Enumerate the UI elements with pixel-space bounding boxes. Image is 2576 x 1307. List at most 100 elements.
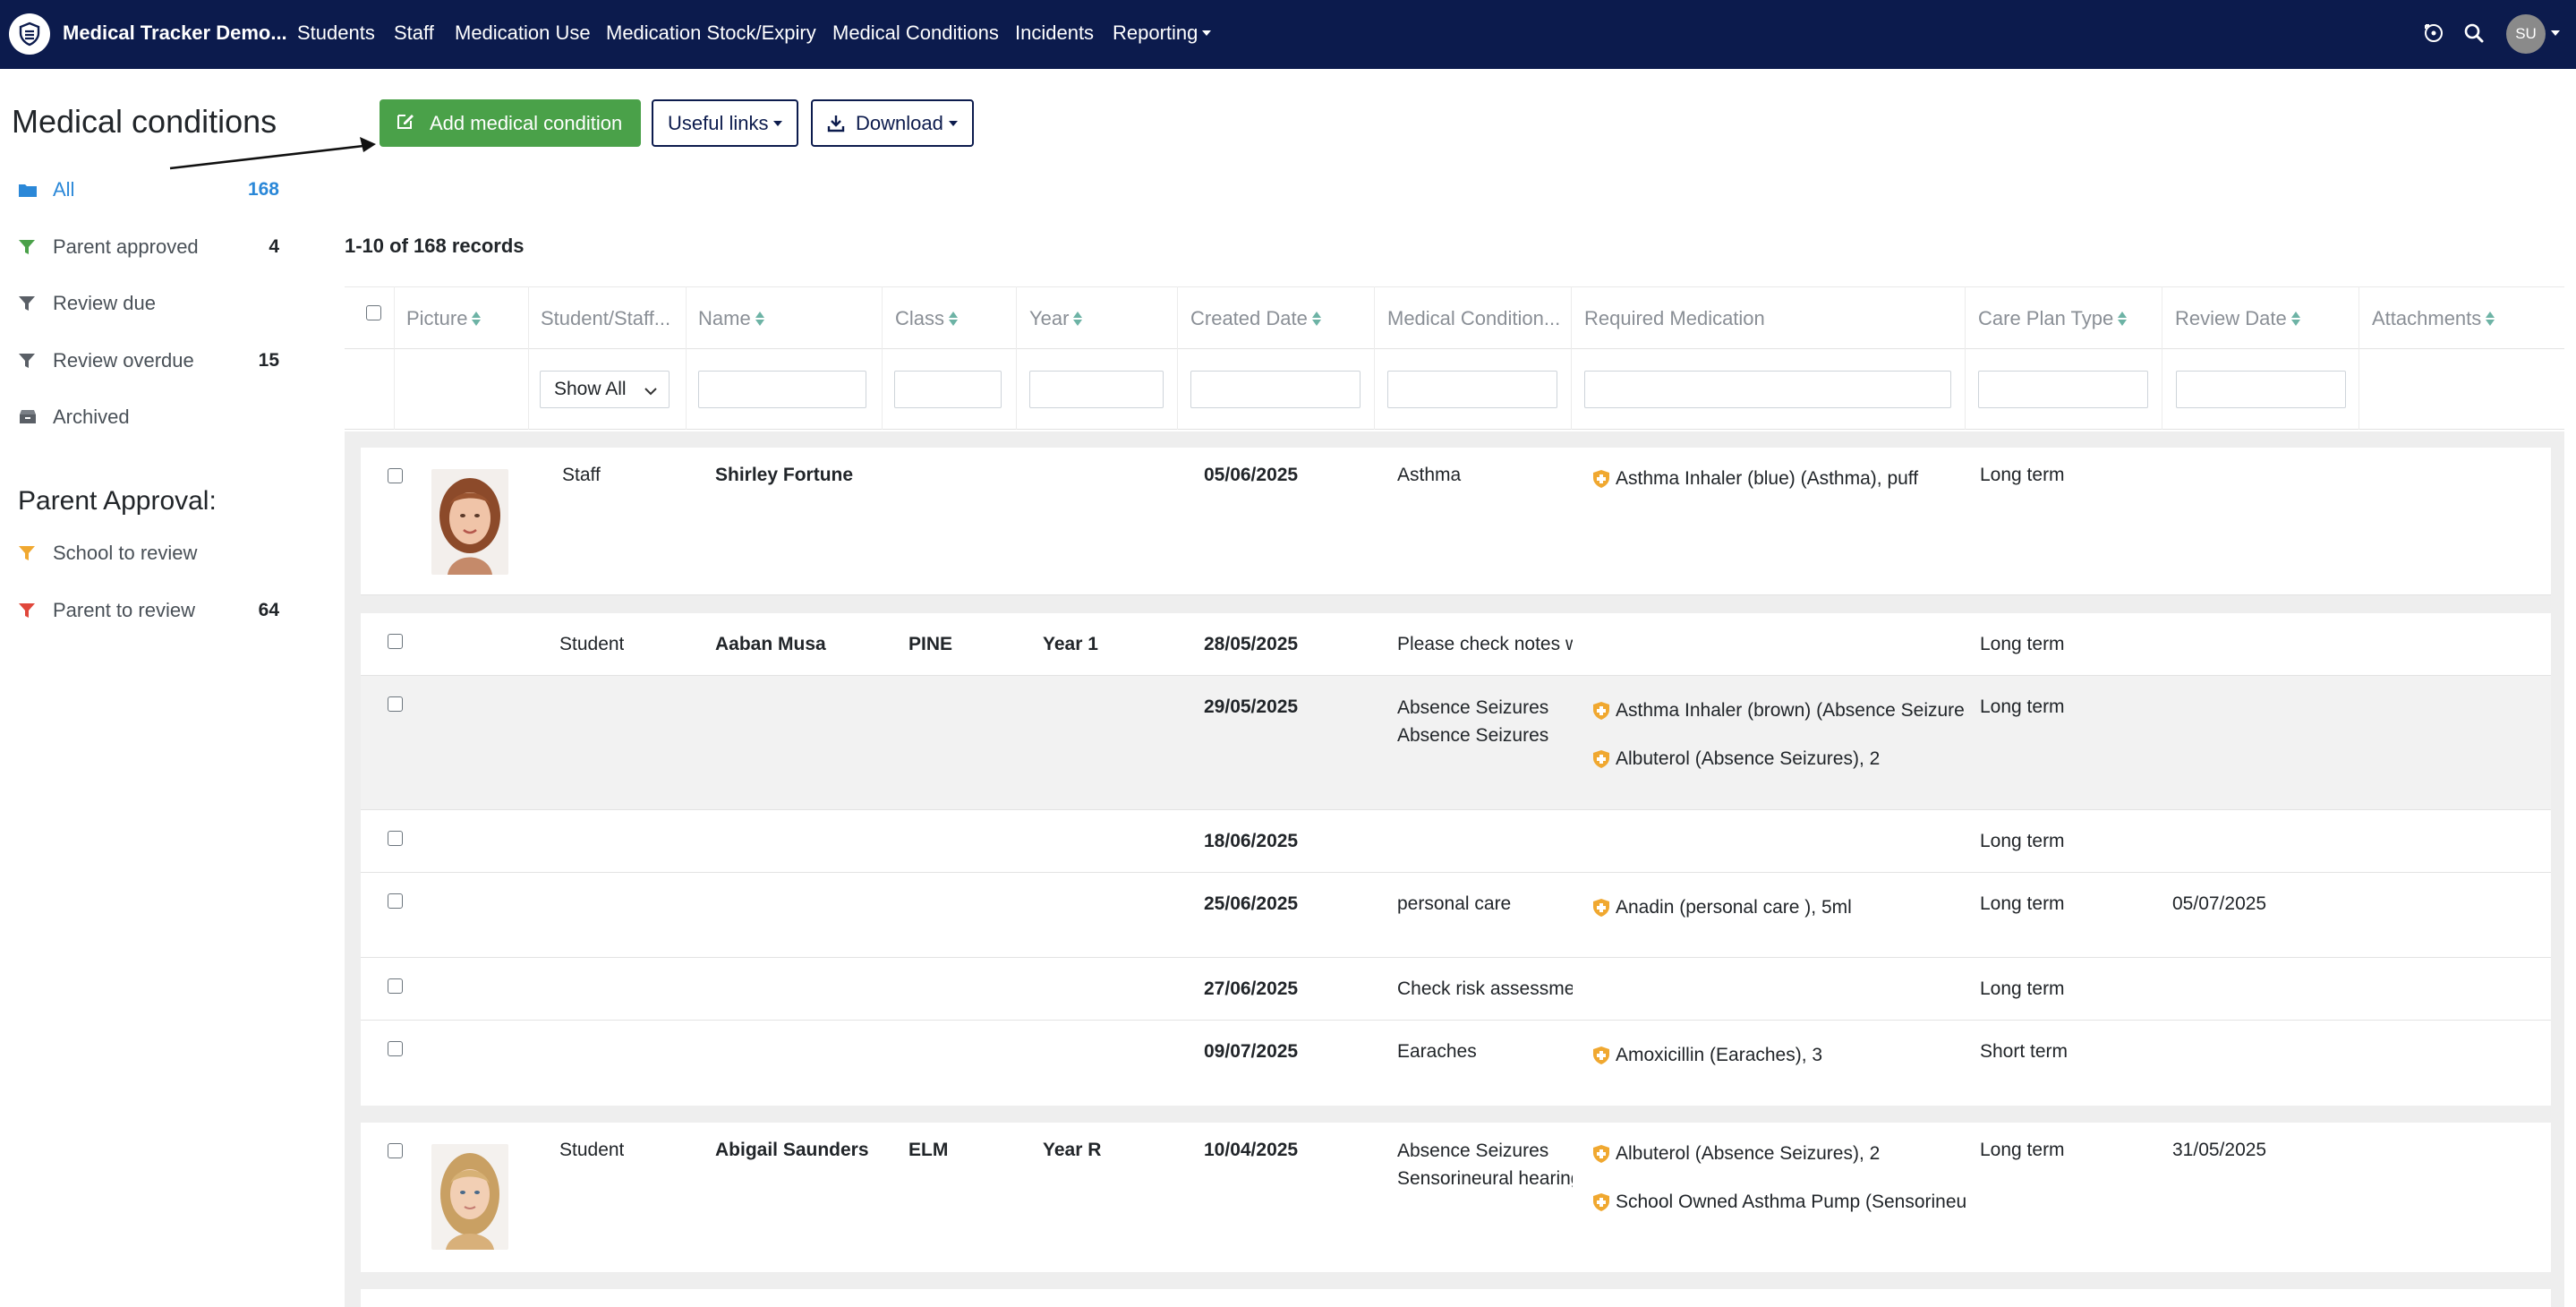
brand-name[interactable]: Medical Tracker Demo... bbox=[63, 21, 287, 44]
medication-filter-input[interactable] bbox=[1584, 371, 1951, 408]
column-divider bbox=[882, 286, 883, 430]
sort-icon bbox=[755, 311, 764, 327]
shield-icon bbox=[1592, 1192, 1616, 1212]
created-date-filter-input[interactable] bbox=[1190, 371, 1361, 408]
search-icon[interactable] bbox=[2460, 18, 2488, 48]
table-row[interactable]: 27/06/2025 Check risk assessme Long term bbox=[361, 958, 2551, 1021]
class-filter-input[interactable] bbox=[894, 371, 1002, 408]
chevron-down-icon bbox=[1202, 30, 1212, 36]
row-checkbox[interactable] bbox=[388, 978, 403, 994]
table-row[interactable]: Student Aaban Musa PINE Year 1 28/05/202… bbox=[361, 613, 2551, 676]
add-medical-condition-button[interactable]: Add medical condition bbox=[380, 99, 641, 147]
review-date-cell: 05/07/2025 bbox=[2172, 893, 2267, 914]
name-cell[interactable]: Abigail Saunders bbox=[715, 1140, 869, 1160]
care-plan-cell: Long term bbox=[1980, 1140, 2065, 1160]
table-row[interactable]: Student Abigail Saunders ELM Year R 10/0… bbox=[361, 1123, 2551, 1272]
table-row[interactable]: 09/07/2025 Earaches Amoxicillin (Earache… bbox=[361, 1021, 2551, 1106]
user-avatar[interactable]: SU bbox=[2506, 14, 2546, 54]
column-picture[interactable]: Picture bbox=[406, 307, 482, 330]
nav-reporting-label: Reporting bbox=[1113, 21, 1198, 44]
row-checkbox[interactable] bbox=[388, 893, 403, 909]
user-menu-chevron-icon[interactable] bbox=[2551, 30, 2560, 36]
column-divider bbox=[394, 286, 395, 430]
condition-cell: Absence Seizures Sensorineural hearing bbox=[1397, 1140, 1573, 1189]
parent-approval-heading: Parent Approval: bbox=[18, 486, 217, 516]
created-date-cell: 29/05/2025 bbox=[1204, 696, 1299, 717]
condition-filter-input[interactable] bbox=[1387, 371, 1557, 408]
table-row[interactable]: 29/05/2025 Absence Seizures Absence Seiz… bbox=[361, 676, 2551, 810]
column-review-date[interactable]: Review Date bbox=[2175, 307, 2300, 330]
filter-parent-approved[interactable]: Parent approved 4 bbox=[18, 229, 279, 265]
type-filter-select[interactable]: Show All bbox=[540, 371, 670, 408]
name-cell[interactable]: Shirley Fortune bbox=[715, 465, 854, 485]
row-checkbox[interactable] bbox=[388, 1143, 403, 1158]
filter-review-overdue[interactable]: Review overdue 15 bbox=[18, 343, 279, 379]
funnel-icon bbox=[18, 352, 41, 370]
nav-medication-stock-expiry[interactable]: Medication Stock/Expiry bbox=[606, 21, 816, 44]
filter-school-to-review[interactable]: School to review bbox=[18, 535, 279, 571]
medication-cell: Anadin (personal care ), 5ml bbox=[1592, 894, 1968, 943]
medication-cell: Asthma Inhaler (brown) (Absence Seizure … bbox=[1592, 697, 1968, 794]
name-cell[interactable]: Aaban Musa bbox=[715, 634, 826, 654]
nav-incidents[interactable]: Incidents bbox=[1015, 21, 1095, 44]
column-name[interactable]: Name bbox=[698, 307, 764, 330]
shield-icon bbox=[1592, 1144, 1616, 1164]
column-year[interactable]: Year bbox=[1029, 307, 1083, 330]
record-group: Student Abigail Saunders ELM Year R 10/0… bbox=[361, 1123, 2551, 1272]
filter-archived-label: Archived bbox=[53, 406, 130, 428]
filter-parent-to-review[interactable]: Parent to review 64 bbox=[18, 593, 279, 628]
record-group: Student Aaban Musa PINE Year 1 28/05/202… bbox=[361, 613, 2551, 1106]
folder-icon bbox=[18, 182, 41, 198]
edit-icon bbox=[396, 111, 415, 136]
filter-archived[interactable]: Archived bbox=[18, 399, 279, 435]
column-care-plan-type[interactable]: Care Plan Type bbox=[1978, 307, 2128, 330]
created-date-cell: 18/06/2025 bbox=[1204, 831, 1299, 851]
table-row[interactable]: 18/06/2025 Long term bbox=[361, 810, 2551, 873]
filter-all[interactable]: All 168 bbox=[18, 172, 279, 208]
download-button[interactable]: Download bbox=[811, 99, 974, 147]
row-checkbox[interactable] bbox=[388, 468, 403, 483]
nav-medication-use[interactable]: Medication Use bbox=[455, 21, 591, 44]
created-date-cell: 27/06/2025 bbox=[1204, 978, 1299, 999]
column-class[interactable]: Class bbox=[895, 307, 959, 330]
help-icon[interactable] bbox=[2419, 18, 2448, 48]
funnel-icon bbox=[18, 544, 41, 562]
created-date-cell: 25/06/2025 bbox=[1204, 893, 1299, 914]
year-filter-input[interactable] bbox=[1029, 371, 1164, 408]
chevron-down-icon bbox=[948, 120, 958, 126]
care-plan-cell: Long term bbox=[1980, 696, 2065, 717]
column-student-staff[interactable]: Student/Staff... bbox=[541, 307, 671, 329]
filter-review-due[interactable]: Review due bbox=[18, 286, 279, 321]
useful-links-label: Useful links bbox=[668, 111, 769, 134]
row-checkbox[interactable] bbox=[388, 634, 403, 649]
nav-reporting[interactable]: Reporting bbox=[1113, 20, 1212, 47]
care-plan-filter-input[interactable] bbox=[1978, 371, 2148, 408]
column-created-date[interactable]: Created Date bbox=[1190, 307, 1321, 330]
column-required-medication[interactable]: Required Medication bbox=[1584, 307, 1765, 329]
column-attachments[interactable]: Attachments bbox=[2372, 307, 2495, 330]
brand-logo-icon[interactable] bbox=[9, 13, 50, 55]
filter-parent-to-review-count: 64 bbox=[258, 600, 279, 620]
nav-medical-conditions[interactable]: Medical Conditions bbox=[832, 21, 999, 44]
select-all-checkbox[interactable] bbox=[366, 305, 381, 320]
nav-staff[interactable]: Staff bbox=[394, 21, 434, 44]
annotation-arrow bbox=[169, 137, 376, 170]
row-checkbox[interactable] bbox=[388, 1041, 403, 1056]
created-date-cell: 09/07/2025 bbox=[1204, 1041, 1299, 1062]
person-photo bbox=[431, 469, 508, 575]
column-medical-condition[interactable]: Medical Condition... bbox=[1387, 307, 1561, 329]
name-filter-input[interactable] bbox=[698, 371, 866, 408]
table-row[interactable]: 25/06/2025 personal care Anadin (persona… bbox=[361, 873, 2551, 958]
column-divider bbox=[686, 286, 687, 430]
table-row[interactable]: Staff Shirley Fortune 05/06/2025 Asthma … bbox=[361, 448, 2551, 595]
download-label: Download bbox=[856, 111, 943, 134]
year-cell: Year R bbox=[1043, 1140, 1102, 1160]
record-group bbox=[361, 1289, 2551, 1307]
row-checkbox[interactable] bbox=[388, 696, 403, 712]
nav-students[interactable]: Students bbox=[297, 21, 375, 44]
sort-icon bbox=[2290, 311, 2300, 327]
row-checkbox[interactable] bbox=[388, 831, 403, 846]
review-date-filter-input[interactable] bbox=[2176, 371, 2346, 408]
useful-links-button[interactable]: Useful links bbox=[652, 99, 799, 147]
filter-parent-to-review-label: Parent to review bbox=[53, 599, 195, 621]
